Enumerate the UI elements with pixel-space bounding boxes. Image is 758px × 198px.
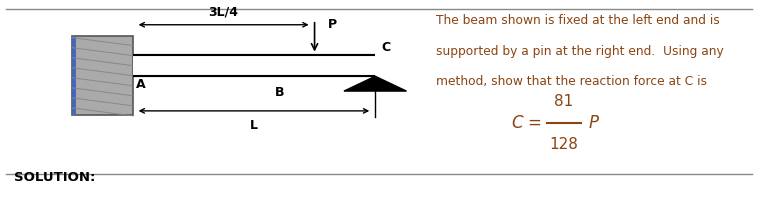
Text: C: C	[381, 41, 390, 54]
Text: 81: 81	[554, 94, 574, 109]
Text: method, show that the reaction force at C is: method, show that the reaction force at …	[436, 75, 707, 88]
Text: supported by a pin at the right end.  Using any: supported by a pin at the right end. Usi…	[436, 45, 724, 58]
Bar	[72, 36, 133, 115]
Text: $\mathit{C}$ =: $\mathit{C}$ =	[511, 114, 542, 132]
Text: L: L	[250, 119, 258, 132]
Text: The beam shown is fixed at the left end and is: The beam shown is fixed at the left end …	[436, 14, 719, 27]
Text: A: A	[136, 78, 146, 91]
Text: SOLUTION:: SOLUTION:	[14, 171, 95, 184]
Text: $\mathit{P}$: $\mathit{P}$	[588, 114, 600, 132]
Text: 3L/4: 3L/4	[208, 6, 239, 19]
Text: P: P	[328, 18, 337, 31]
Text: 128: 128	[550, 137, 578, 152]
Text: B: B	[274, 86, 284, 99]
Bar	[133, 55, 375, 76]
Polygon shape	[344, 76, 406, 91]
